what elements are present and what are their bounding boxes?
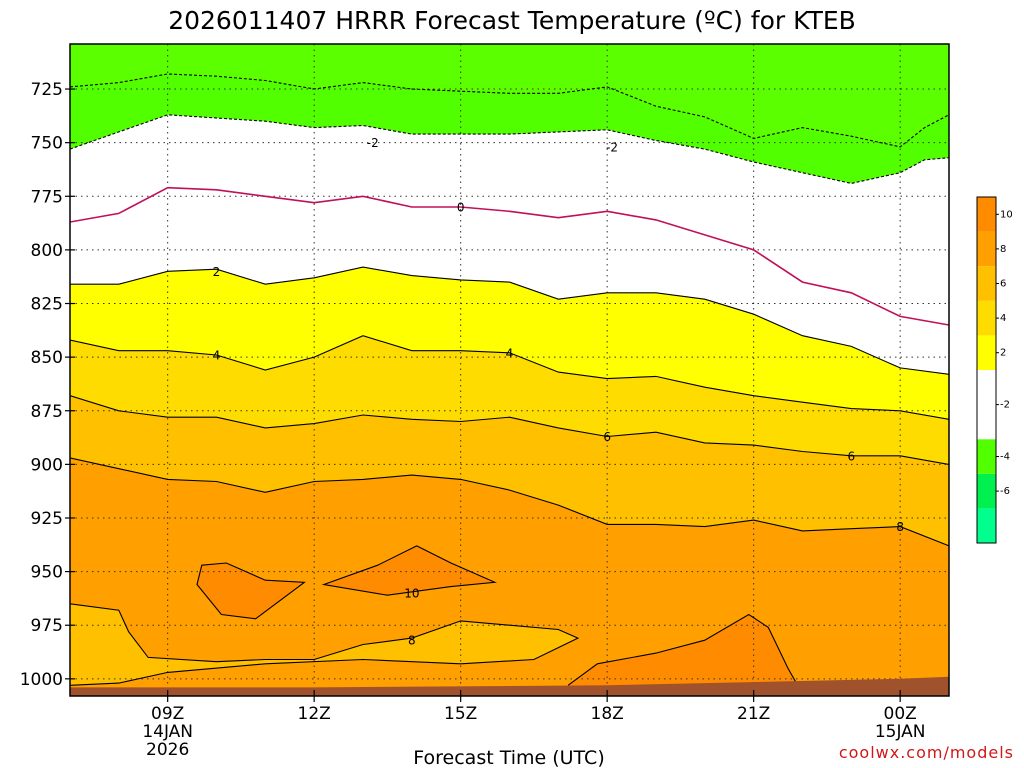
- y-tick-label-875: 875: [31, 402, 63, 422]
- y-tick-label-775: 775: [31, 187, 63, 207]
- colorbar-segment-6: [977, 266, 996, 301]
- y-tick-label-725: 725: [31, 80, 63, 100]
- colorbar-segment-0: [977, 508, 996, 543]
- colorbar-label-4: 2: [1000, 348, 1006, 359]
- isotherm-line-8: [196, 562, 306, 620]
- pocket-10-to-12-3: [568, 614, 798, 696]
- colorbar-label-7: 8: [1000, 244, 1006, 255]
- ground-strip: [70, 676, 949, 696]
- x-tick-date-00Z: 15JAN: [875, 722, 926, 742]
- colorbar-segment-7: [977, 231, 996, 267]
- chart-title: 2026011407 HRRR Forecast Temperature (ºC…: [168, 6, 856, 35]
- x-tick-label-18Z: 18Z: [591, 704, 624, 724]
- isotherm-label-5: 4: [506, 346, 514, 360]
- isotherm-label-7: 6: [848, 449, 856, 463]
- pocket-6-to-8: [70, 603, 578, 686]
- isotherm-label-4: 4: [213, 348, 221, 362]
- x-tick-label-21Z: 21Z: [737, 704, 770, 724]
- isotherm-label-1: -2: [606, 140, 618, 154]
- colorbar-label-2: -4: [1000, 452, 1010, 463]
- isotherm-line-2: [70, 186, 949, 326]
- x-tick-year-09Z: 2026: [146, 740, 189, 760]
- colorbar-segment-3: [977, 370, 996, 440]
- isotherm-line-9: [321, 545, 497, 596]
- colorbar-label-6: 6: [1000, 279, 1006, 290]
- x-tick-label-09Z: 09Z: [151, 704, 184, 724]
- isotherm-line-0: [70, 114, 949, 184]
- isotherm-label-0: -2: [367, 136, 379, 150]
- colorbar-segment-1: [977, 473, 996, 509]
- x-axis-label: Forecast Time (UTC): [413, 747, 604, 768]
- colorbar-label-1: -6: [1000, 486, 1010, 497]
- y-tick-label-900: 900: [31, 455, 63, 475]
- isotherm-line-10: [567, 613, 799, 686]
- isotherm-label-8: 8: [896, 520, 904, 534]
- x-tick-date-09Z: 14JAN: [142, 722, 193, 742]
- y-tick-label-925: 925: [31, 509, 63, 529]
- isotherm-label-6: 6: [603, 430, 611, 444]
- colorbar-label-8: 10: [1000, 209, 1013, 220]
- pocket-10-to-12-1: [197, 563, 305, 619]
- plot-area: [70, 44, 949, 696]
- colorbar-label-3: -2: [1000, 400, 1010, 411]
- y-tick-label-800: 800: [31, 241, 63, 261]
- isotherm-label-3: 2: [213, 265, 221, 279]
- colorbar-label-5: 4: [1000, 313, 1006, 324]
- isotherm-label-9: 8: [408, 634, 416, 648]
- isotherm-line-4: [70, 335, 949, 420]
- pocket-10-to-12-2: [323, 545, 495, 596]
- colorbar: -6 -4 -2 2 4 6 8 10: [976, 196, 1013, 544]
- y-tick-label-850: 850: [31, 348, 63, 368]
- colorbar-segment-5: [977, 300, 996, 336]
- isotherm-label-10: 10: [404, 587, 419, 601]
- y-axis: 725 750 775 800 825 850 875 900 925 950 975 1000: [20, 80, 75, 690]
- isotherm-label-2: 0: [457, 201, 465, 215]
- isotherm-line-1: [70, 73, 949, 148]
- x-tick-label-15Z: 15Z: [444, 704, 477, 724]
- y-tick-label-825: 825: [31, 295, 63, 315]
- colorbar-segment-2: [977, 439, 996, 474]
- x-tick-label-00Z: 00Z: [884, 704, 917, 724]
- credit-text: coolwx.com/models: [839, 743, 1014, 762]
- colorbar-frame: [976, 196, 997, 544]
- isotherm-line-6: [70, 457, 949, 547]
- y-tick-label-750: 750: [31, 134, 63, 154]
- isotherm-line-5: [70, 395, 949, 465]
- temperature-fills: [70, 44, 949, 696]
- ground-fill: [70, 676, 949, 696]
- y-tick-label-975: 975: [31, 616, 63, 636]
- isotherm-line-3: [70, 266, 949, 375]
- isotherm-labels: -2 -2 0 2 4 4 6 6 8 8 10: [213, 136, 904, 648]
- y-tick-label-950: 950: [31, 563, 63, 583]
- isotherm-line-7: [70, 603, 580, 686]
- isotherm-lines: [70, 73, 949, 686]
- grid-lines: [70, 44, 949, 696]
- x-tick-label-12Z: 12Z: [298, 704, 331, 724]
- plot-frame: [69, 43, 950, 697]
- colorbar-segment-8: [977, 197, 996, 232]
- band-minus6-to-minus4: [70, 44, 949, 147]
- colorbar-segment-4: [977, 335, 996, 370]
- y-tick-label-1000: 1000: [20, 670, 63, 690]
